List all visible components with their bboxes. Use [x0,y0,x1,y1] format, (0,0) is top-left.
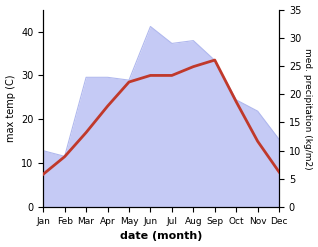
Y-axis label: med. precipitation (kg/m2): med. precipitation (kg/m2) [303,48,313,169]
X-axis label: date (month): date (month) [120,231,202,242]
Y-axis label: max temp (C): max temp (C) [5,75,16,142]
